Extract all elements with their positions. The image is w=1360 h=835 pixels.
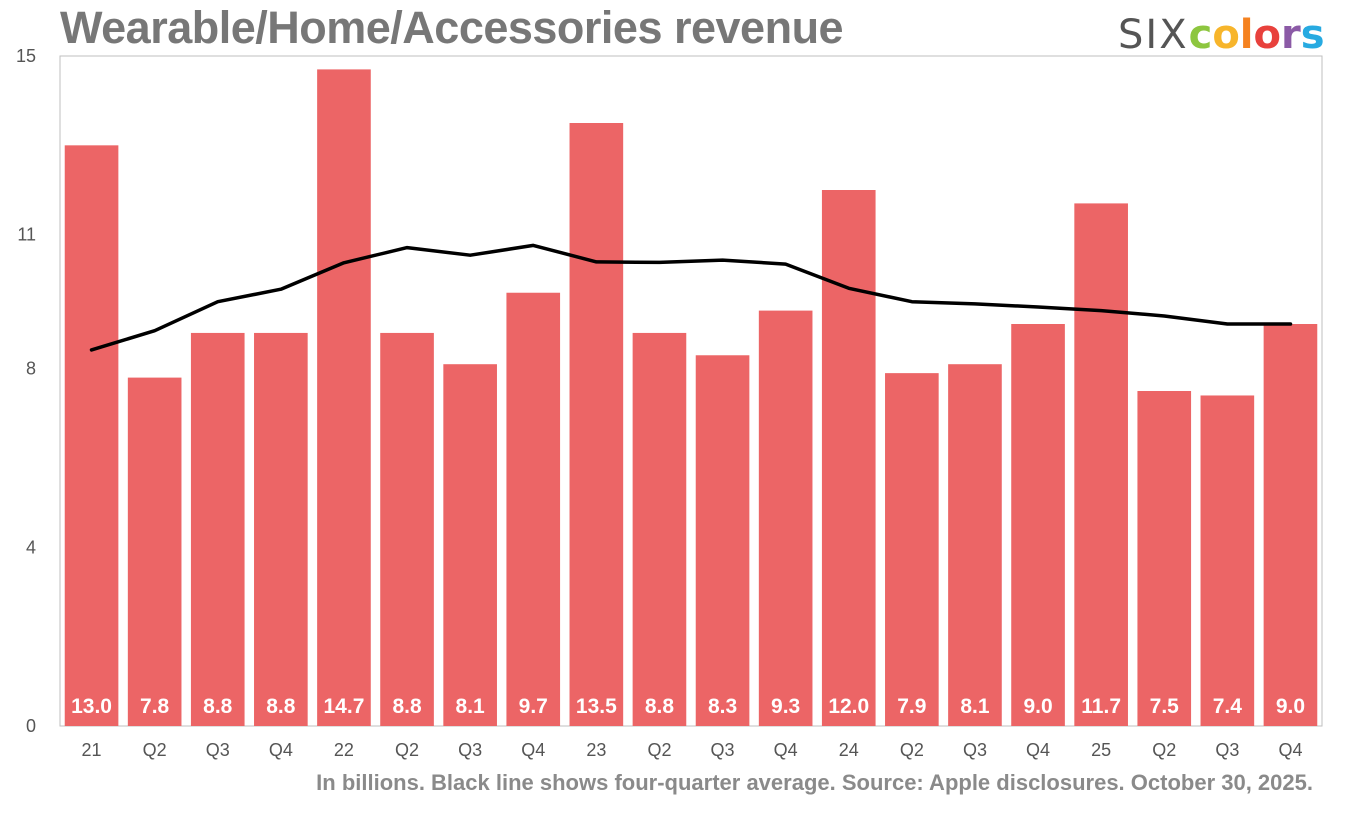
logo-six-text: SIX	[1118, 12, 1189, 58]
data-label: 8.3	[708, 695, 737, 718]
bar	[885, 373, 939, 726]
chart-footnote: In billions. Black line shows four-quart…	[316, 770, 1313, 795]
x-tick-label: Q4	[1026, 740, 1050, 760]
data-label: 8.8	[203, 695, 233, 718]
data-label: 9.7	[519, 695, 548, 718]
y-tick-label: 11	[17, 225, 36, 245]
data-label: 8.8	[645, 695, 675, 718]
data-label: 13.0	[71, 695, 112, 718]
data-label: 8.8	[266, 695, 296, 718]
data-label: 14.7	[324, 695, 365, 718]
y-tick-label: 15	[16, 46, 36, 66]
bar	[948, 364, 1002, 726]
data-label: 8.1	[960, 695, 990, 718]
bar	[317, 69, 371, 726]
plot-frame	[59, 55, 1323, 727]
x-tick-label: Q4	[521, 740, 545, 760]
y-tick-label: 0	[26, 716, 36, 736]
bar	[569, 123, 624, 726]
bar	[1074, 203, 1128, 726]
data-label: 9.0	[1023, 695, 1052, 718]
logo-letter: o	[1253, 12, 1281, 58]
bar	[64, 145, 119, 727]
logo-letter: o	[1212, 12, 1240, 58]
bar	[443, 364, 497, 726]
y-tick-label: 8	[26, 359, 36, 379]
logo-colors-text: colors	[1189, 12, 1325, 58]
bar	[1011, 324, 1065, 726]
average-line	[89, 243, 1293, 352]
x-tick-label: Q4	[1278, 740, 1302, 760]
logo-letter: r	[1281, 12, 1301, 58]
bar	[758, 310, 813, 726]
x-tick-label: 21	[82, 740, 102, 760]
chart-title: Wearable/Home/Accessories revenue	[60, 2, 844, 53]
data-label: 9.3	[771, 695, 800, 718]
x-tick-label: Q4	[774, 740, 798, 760]
bar	[1200, 395, 1255, 726]
bar	[1137, 391, 1192, 726]
x-tick-label: Q3	[206, 740, 230, 760]
data-label: 8.1	[456, 695, 486, 718]
bar	[506, 292, 561, 726]
x-tick-label: Q2	[647, 740, 671, 760]
x-tick-label: Q3	[1215, 740, 1239, 760]
x-tick-label: Q2	[900, 740, 924, 760]
data-label: 7.9	[897, 695, 926, 718]
data-label: 8.8	[392, 695, 422, 718]
data-label: 7.8	[140, 695, 170, 718]
data-label: 13.5	[576, 695, 617, 718]
sixcolors-logo: SIXcolors	[1118, 12, 1325, 58]
y-tick-label: 4	[26, 537, 36, 557]
bar	[254, 332, 308, 726]
bar	[190, 332, 245, 726]
bar	[127, 377, 182, 726]
bar	[695, 355, 750, 726]
x-tick-label: 25	[1091, 740, 1111, 760]
data-label: 9.0	[1276, 695, 1305, 718]
x-tick-label: 22	[334, 740, 354, 760]
data-label: 12.0	[828, 695, 869, 718]
bar	[821, 190, 876, 726]
x-tick-label: Q2	[143, 740, 167, 760]
x-tick-label: Q2	[1152, 740, 1176, 760]
x-tick-label: Q3	[458, 740, 482, 760]
x-tick-label: Q2	[395, 740, 419, 760]
data-label: 11.7	[1081, 695, 1121, 718]
logo-letter: c	[1188, 12, 1213, 58]
data-label: 7.5	[1150, 695, 1180, 718]
bar	[380, 332, 434, 726]
x-tick-label: 23	[586, 740, 606, 760]
logo-letter: l	[1239, 12, 1254, 58]
x-tick-label: 24	[839, 740, 859, 760]
bar	[1263, 324, 1318, 726]
x-tick-label: Q3	[963, 740, 987, 760]
data-label: 7.4	[1213, 695, 1243, 718]
x-tick-label: Q3	[711, 740, 735, 760]
bar	[632, 332, 687, 726]
x-tick-label: Q4	[269, 740, 293, 760]
logo-letter: s	[1300, 12, 1325, 58]
